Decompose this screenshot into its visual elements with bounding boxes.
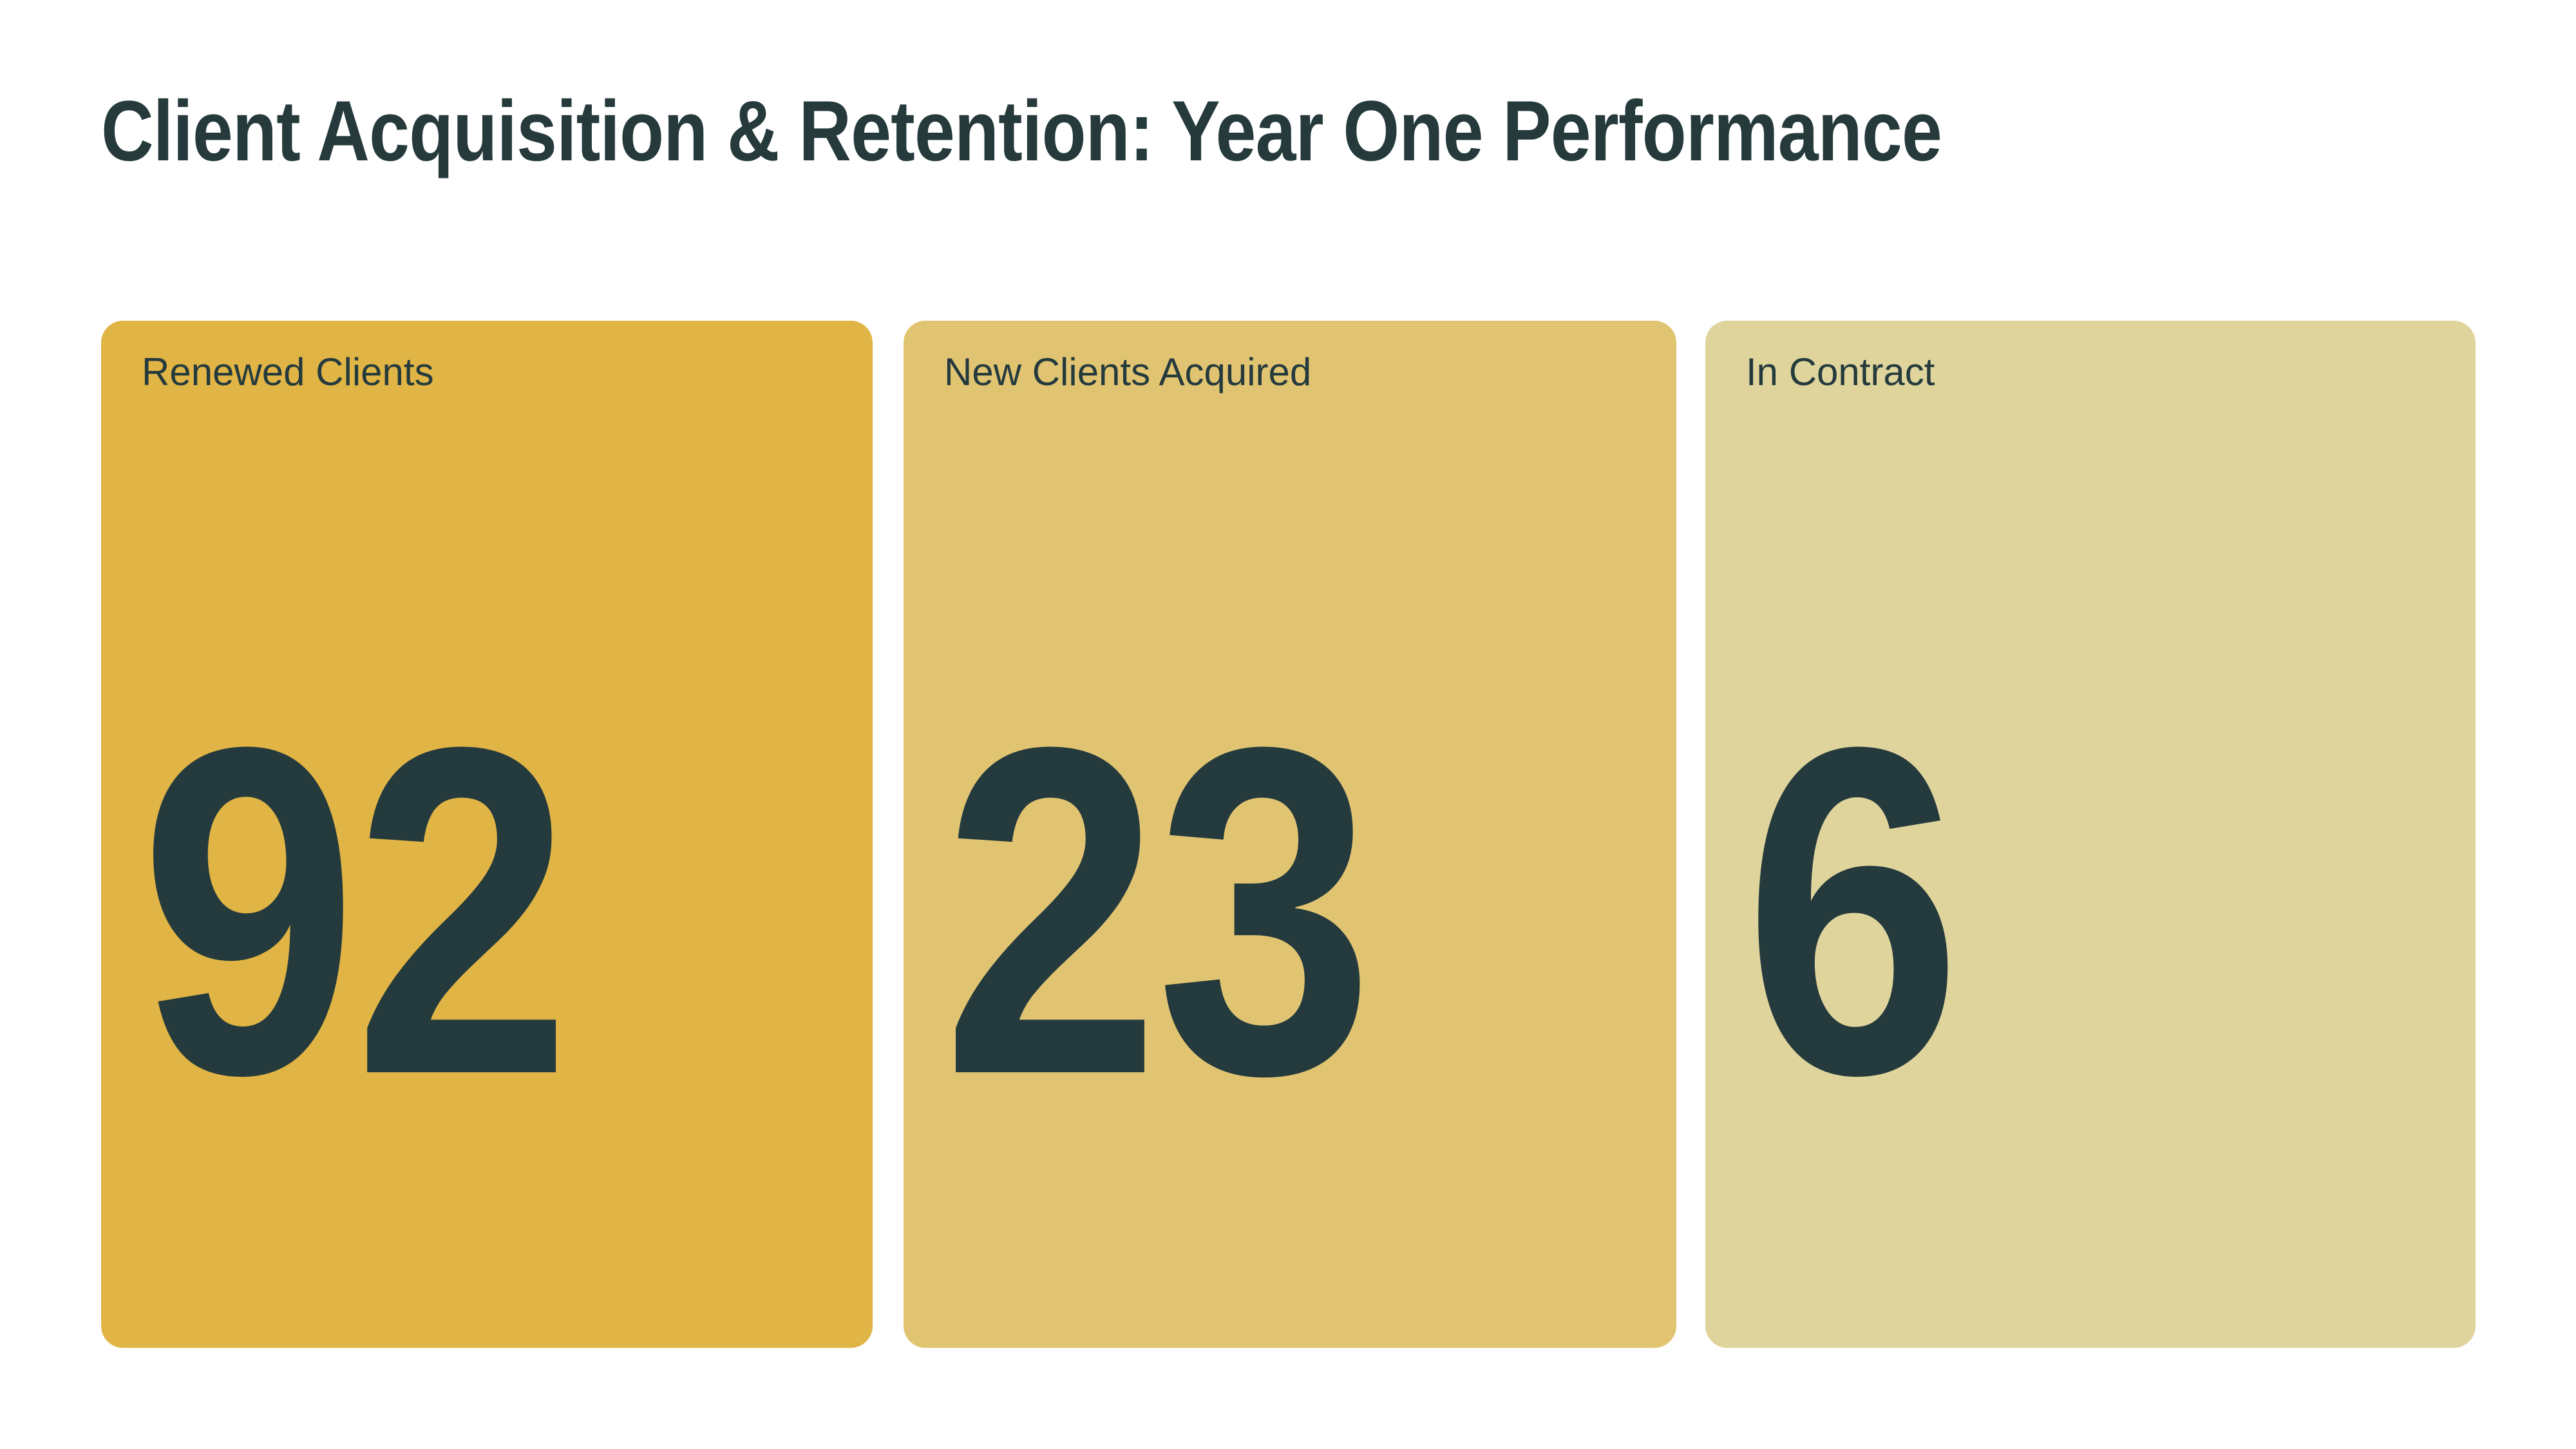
kpi-card-new-clients-acquired[interactable]: New Clients Acquired 23 bbox=[904, 321, 1676, 1348]
kpi-card-label: New Clients Acquired bbox=[944, 350, 1312, 393]
kpi-card-value: 92 bbox=[140, 651, 571, 1171]
kpi-card-label: In Contract bbox=[1746, 350, 1935, 393]
page-title: Client Acquisition & Retention: Year One… bbox=[101, 84, 1942, 179]
kpi-card-renewed-clients[interactable]: Renewed Clients 92 bbox=[101, 321, 873, 1348]
kpi-card-value: 23 bbox=[942, 651, 1374, 1171]
kpi-card-label: Renewed Clients bbox=[142, 350, 434, 393]
kpi-card-in-contract[interactable]: In Contract 6 bbox=[1705, 321, 2476, 1348]
kpi-card-value: 6 bbox=[1744, 651, 1962, 1171]
